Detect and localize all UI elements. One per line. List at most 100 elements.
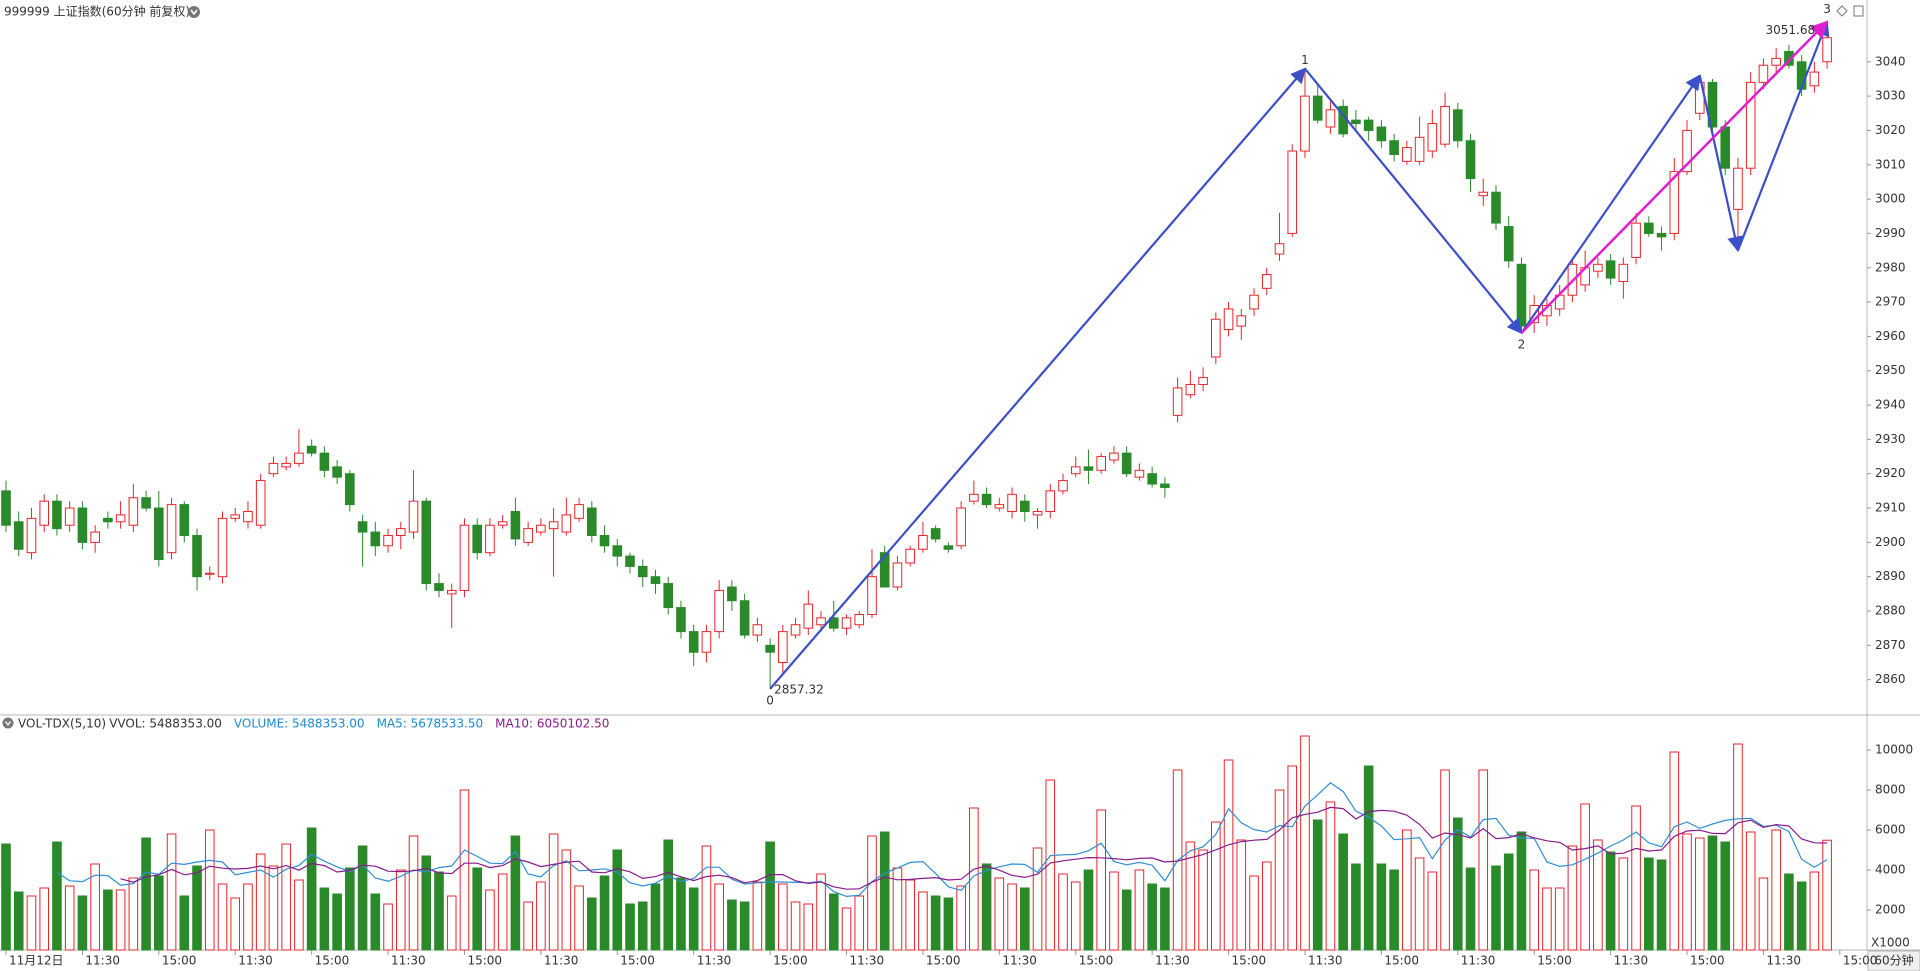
candle-body — [1223, 308, 1234, 331]
candle-body — [1325, 109, 1336, 128]
candle-body — [892, 562, 903, 588]
volume-bar — [434, 871, 444, 951]
candle-body — [536, 524, 546, 533]
panel-icon[interactable] — [1853, 5, 1864, 17]
y-tick-label: 3010 — [1875, 157, 1906, 171]
candle-body — [39, 500, 50, 526]
candle-body — [969, 493, 979, 502]
candle-body — [1491, 191, 1501, 224]
candle-body — [879, 552, 890, 588]
vol-menu[interactable] — [2, 717, 14, 729]
x-tick-label: 15:00 — [315, 954, 350, 968]
volume-bar — [1160, 887, 1170, 951]
y-tick-label: 2980 — [1875, 260, 1906, 274]
volume-bar — [930, 895, 941, 951]
vol-y-tick-label: 6000 — [1875, 823, 1906, 837]
candle-body — [1134, 469, 1145, 478]
volume-ma5 — [56, 782, 1828, 898]
chart-title: 999999 上证指数(60分钟 前复权) — [4, 4, 190, 19]
vol-header-value: VOLUME: 5488353.00 — [234, 717, 365, 731]
x-tick-label: 11月12日 — [9, 954, 64, 968]
candle-body — [1465, 140, 1476, 180]
x-tick-label: 15:00 — [1690, 954, 1725, 968]
x-tick-label: 15:00 — [1384, 954, 1419, 968]
volume-bar — [688, 887, 699, 951]
volume-bar — [1516, 831, 1527, 951]
period-box[interactable] — [1867, 950, 1920, 971]
candle-body — [1109, 452, 1119, 461]
x-tick-label: 11:30 — [1155, 954, 1190, 968]
candle-body — [154, 507, 164, 561]
volume-bar — [128, 877, 139, 951]
x-tick-label: 11:30 — [85, 954, 120, 968]
volume-bar — [204, 829, 215, 951]
volume-bar — [1478, 769, 1489, 951]
candle-body — [306, 445, 317, 454]
x-tick-label: 15:00 — [1079, 954, 1114, 968]
x-tick-label: 15:00 — [467, 954, 502, 968]
volume-bar — [981, 863, 992, 951]
volume-bar — [676, 877, 686, 951]
volume-bar — [1656, 859, 1667, 951]
diamond-icon[interactable] — [1836, 5, 1848, 17]
candle-body — [268, 462, 279, 475]
volume-bar — [446, 895, 457, 951]
y-tick-label: 2920 — [1875, 466, 1906, 480]
volume-bar — [841, 907, 852, 951]
volume-bar — [319, 887, 330, 951]
title-menu[interactable] — [188, 6, 200, 18]
volume-bar — [179, 895, 190, 951]
vol-header-value: MA10: 6050102.50 — [495, 717, 609, 731]
volume-bar — [523, 901, 533, 951]
volume-bar — [39, 887, 50, 951]
vol-y-tick-label: 2000 — [1875, 903, 1906, 917]
candle-body — [510, 510, 521, 540]
volume-bar — [497, 873, 508, 951]
volume-bar — [714, 883, 724, 951]
candle-body — [1096, 456, 1107, 471]
candle-body — [1733, 167, 1743, 210]
vol-unit: X1000 — [1871, 936, 1910, 950]
volume-bar — [1083, 869, 1094, 951]
vol-menu-icon — [4, 721, 12, 727]
candle-body — [1376, 126, 1387, 142]
candle-body — [574, 504, 584, 519]
volume-bar — [103, 889, 113, 951]
volume-bar — [1452, 817, 1463, 951]
candle-body — [1249, 294, 1259, 310]
vol-header-value: VVOL: 5488353.00 — [109, 717, 222, 731]
candle-body — [676, 607, 686, 633]
candle-body — [255, 480, 266, 526]
candle-body — [1070, 466, 1081, 475]
candle-body — [421, 500, 432, 585]
candle-body — [319, 452, 330, 471]
volume-bar — [637, 901, 648, 951]
candle-body — [1147, 473, 1157, 485]
volume-bar — [230, 897, 241, 951]
volume-bar — [485, 889, 495, 951]
candle-body — [1822, 37, 1832, 63]
volume-bar — [1567, 845, 1578, 951]
volume-bar — [1694, 837, 1705, 951]
candle-body — [166, 504, 177, 554]
volume-bar — [243, 883, 253, 951]
volume-bar — [536, 881, 546, 951]
candle-body — [650, 576, 661, 585]
volume-bar — [459, 789, 470, 951]
candle-body — [612, 545, 623, 557]
x-tick-label: 15:00 — [1232, 954, 1267, 968]
candle-body — [115, 514, 126, 523]
volume-bar — [90, 863, 100, 951]
volume-bar — [790, 901, 801, 951]
volume-bar — [943, 897, 954, 951]
volume-bar — [803, 903, 814, 951]
candle-body — [905, 548, 915, 564]
volume-bar — [1809, 871, 1820, 951]
volume-bar — [1351, 863, 1361, 951]
candle-body — [548, 521, 559, 530]
volume-bar — [1554, 887, 1565, 951]
volume-bar — [599, 875, 610, 951]
volume-bar — [701, 845, 712, 951]
volume-bar — [1312, 819, 1323, 951]
